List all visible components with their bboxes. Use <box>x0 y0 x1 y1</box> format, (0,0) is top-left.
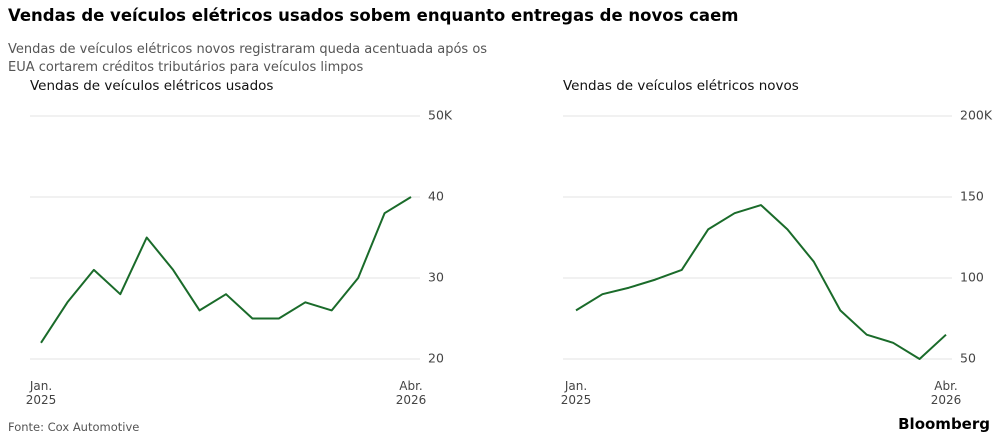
chart-title: Vendas de veículos elétricos usados <box>30 78 274 94</box>
y-tick-label: 50K <box>428 108 453 123</box>
brand: Bloomberg <box>898 415 990 433</box>
source: Fonte: Cox Automotive <box>8 420 140 434</box>
y-tick-label: 150 <box>960 189 984 204</box>
x-tick-label: Jan. 2025 <box>560 379 592 407</box>
chart-title: Vendas de veículos elétricos novos <box>563 78 799 94</box>
x-tick-label: Jan. 2025 <box>25 379 57 407</box>
x-tick-label: Abr. 2026 <box>930 379 962 407</box>
subtitle: Vendas de veículos elétricos novos regis… <box>8 42 488 75</box>
line <box>40 196 412 344</box>
y-tick-label: 20 <box>428 351 444 366</box>
x-tick-label: Abr. 2026 <box>395 379 427 407</box>
title: Vendas de veículos elétricos usados sobe… <box>8 6 739 25</box>
y-tick-label: 100 <box>960 270 984 285</box>
y-tick-label: 200K <box>960 108 993 123</box>
y-tick-label: 30 <box>428 270 444 285</box>
y-tick-label: 50 <box>960 351 976 366</box>
line <box>575 204 947 360</box>
y-tick-label: 40 <box>428 189 444 204</box>
